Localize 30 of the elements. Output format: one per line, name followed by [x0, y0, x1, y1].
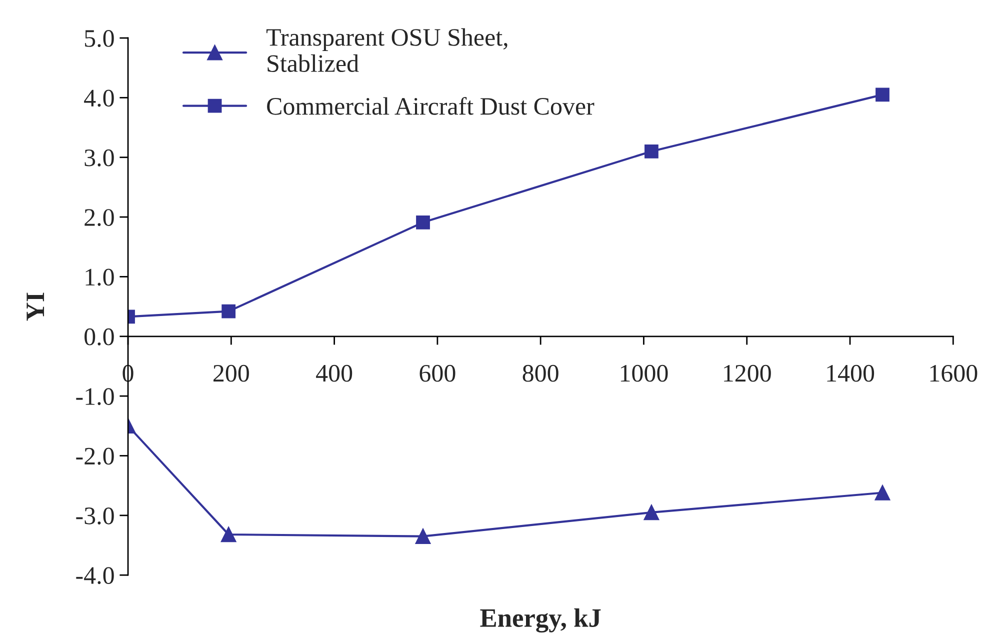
y-tick-label: -3.0 — [76, 507, 114, 524]
x-tick-label: 1400 — [827, 364, 874, 382]
point — [220, 526, 236, 542]
y-tick-label: -4.0 — [76, 567, 114, 584]
y-tick-label: -2.0 — [76, 448, 114, 465]
point — [644, 504, 660, 520]
y-axis-title: YI — [26, 292, 44, 321]
point — [415, 528, 431, 544]
x-tick-label: 200 — [214, 364, 249, 382]
x-tick-label: 1200 — [724, 364, 771, 382]
x-tick-label: 1600 — [930, 364, 978, 382]
x-tick-label: 1000 — [620, 364, 668, 382]
point — [876, 88, 890, 102]
y-tick-label: 5.0 — [85, 30, 114, 48]
legend-label: Commercial Aircraft Dust Cover — [267, 96, 594, 115]
y-tick-label: 3.0 — [84, 149, 114, 166]
x-tick-label: 800 — [522, 364, 558, 382]
y-tick-label: -1.0 — [76, 388, 114, 406]
x-axis-title: Energy, kJ — [480, 608, 601, 633]
y-tick-label: 1.0 — [86, 268, 114, 286]
point — [416, 215, 430, 230]
x-tick-label: 400 — [316, 364, 352, 382]
point — [874, 485, 890, 500]
point — [222, 304, 236, 318]
y-tick-label: 0.0 — [84, 328, 114, 346]
point — [644, 144, 658, 158]
y-tick-label: 2.0 — [84, 209, 114, 226]
x-tick-label: 600 — [420, 364, 456, 382]
y-tick-label: 4.0 — [84, 90, 114, 107]
legend-label: Transparent OSU Sheet, Stablized — [266, 28, 508, 72]
